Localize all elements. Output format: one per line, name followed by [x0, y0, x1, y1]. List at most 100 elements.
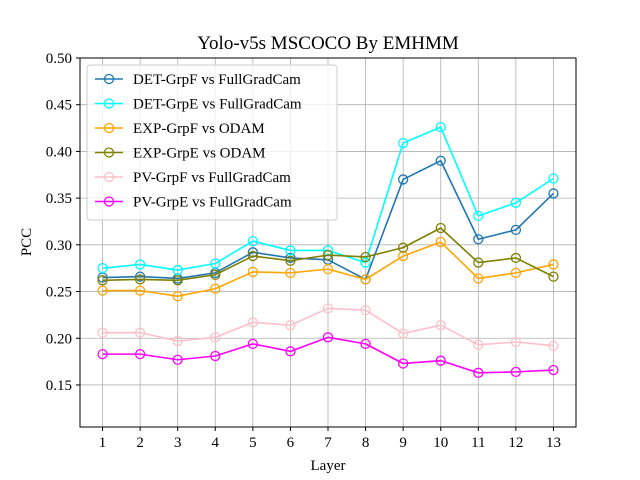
y-tick-label: 0.30: [46, 238, 72, 254]
data-point: [548, 173, 559, 184]
series-line: [102, 241, 554, 298]
data-point: [97, 275, 108, 286]
data-point: [210, 283, 221, 294]
data-point: [97, 327, 108, 338]
x-tick-label: 4: [212, 435, 220, 451]
series-6: [97, 332, 559, 378]
data-point: [322, 303, 334, 314]
data-point: [134, 285, 146, 296]
series-line: [102, 336, 554, 374]
data-point: [285, 255, 296, 266]
data-point: [510, 267, 522, 279]
x-tick-label: 5: [249, 435, 257, 451]
data-point: [172, 335, 183, 347]
data-point: [134, 327, 146, 338]
data-point: [510, 336, 522, 348]
series-line: [102, 227, 554, 282]
data-point: [172, 264, 183, 276]
data-point: [322, 249, 334, 261]
data-point: [510, 197, 522, 208]
data-point: [360, 274, 371, 285]
data-point: [548, 259, 559, 270]
x-tick-label: 3: [174, 435, 182, 451]
legend-marker: [103, 122, 115, 134]
data-point: [435, 320, 446, 331]
data-point: [360, 338, 371, 350]
data-point: [435, 355, 446, 366]
legend-entry: DET-GrpE vs FullGradCam: [95, 97, 302, 113]
legend-entry: PV-GrpE vs FullGradCam: [95, 195, 292, 211]
data-point: [285, 252, 296, 264]
data-point: [134, 271, 146, 282]
x-axis-label: Layer: [311, 458, 346, 474]
data-point: [285, 267, 296, 279]
data-point: [473, 210, 484, 222]
data-point: [172, 354, 183, 365]
data-point: [134, 274, 146, 285]
data-point: [210, 258, 221, 269]
data-point: [510, 366, 522, 378]
y-tick-label: 0.25: [46, 285, 72, 301]
data-point: [435, 121, 446, 133]
data-point: [97, 348, 108, 360]
data-point: [360, 251, 371, 263]
x-tick-label: 7: [324, 435, 332, 451]
y-tick-label: 0.20: [46, 331, 72, 347]
x-tick-label: 6: [287, 435, 295, 451]
data-point: [548, 340, 559, 351]
data-point: [247, 235, 258, 247]
legend-marker: [103, 196, 115, 207]
data-point: [134, 259, 146, 270]
data-point: [285, 245, 296, 256]
data-point: [398, 328, 409, 339]
data-point: [510, 224, 522, 236]
x-tick-label: 9: [399, 435, 407, 451]
chart-title: Yolo-v5s MSCOCO By EMHMM: [197, 33, 459, 54]
data-point: [360, 305, 371, 316]
legend-label: EXP-GrpE vs ODAM: [133, 146, 266, 162]
legend-marker: [103, 98, 115, 109]
data-point: [322, 263, 334, 275]
data-point: [285, 346, 296, 357]
legend: DET-GrpF vs FullGradCam DET-GrpE vs FullG…: [86, 64, 338, 221]
data-point: [247, 317, 258, 328]
legend-entry: EXP-GrpF vs ODAM: [95, 121, 265, 137]
data-point: [210, 350, 221, 362]
data-point: [210, 332, 221, 343]
data-point: [473, 339, 484, 350]
legend-marker: [103, 171, 115, 183]
legend-label: PV-GrpE vs FullGradCam: [133, 195, 292, 211]
legend-label: PV-GrpF vs FullGradCam: [133, 170, 291, 186]
x-tick-label: 12: [508, 435, 523, 451]
data-point: [360, 257, 371, 268]
series-line: [102, 307, 554, 347]
data-point: [473, 367, 484, 378]
series-4: [97, 222, 559, 286]
x-tick-label: 1: [99, 435, 107, 451]
data-point: [435, 155, 446, 166]
legend-label: DET-GrpE vs FullGradCam: [133, 97, 302, 113]
y-tick-label: 0.45: [46, 98, 72, 114]
x-tick-label: 11: [471, 435, 485, 451]
legend-marker: [103, 73, 115, 85]
data-point: [548, 364, 559, 376]
data-point: [398, 174, 409, 185]
data-point: [247, 338, 258, 350]
legend-entry: DET-GrpF vs FullGradCam: [95, 72, 301, 88]
x-tick-label: 2: [136, 435, 144, 451]
x-axis: 1 2 3 4 5 6 7 8 9 10 11 12 13: [99, 427, 561, 451]
data-point: [473, 234, 484, 245]
y-tick-label: 0.50: [46, 51, 72, 67]
data-point: [548, 188, 559, 199]
data-point: [97, 285, 108, 296]
data-point: [473, 257, 484, 268]
data-point: [435, 236, 446, 248]
series-5: [97, 303, 559, 351]
x-tick-label: 10: [433, 435, 448, 451]
legend-entry: EXP-GrpE vs ODAM: [95, 146, 266, 162]
legend-label: EXP-GrpF vs ODAM: [133, 121, 265, 137]
y-tick-label: 0.40: [46, 144, 72, 160]
data-point: [97, 263, 108, 274]
data-point: [510, 252, 522, 264]
